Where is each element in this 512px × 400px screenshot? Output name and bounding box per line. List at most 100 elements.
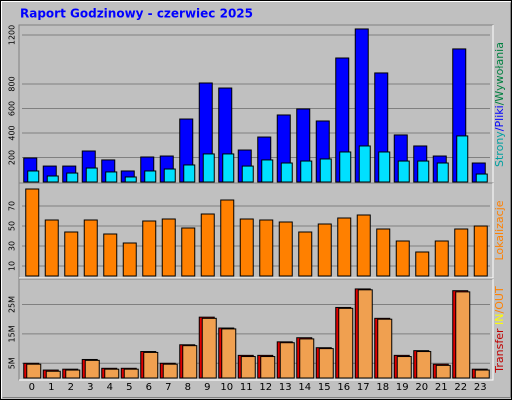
x-tick-label: 20 [415, 382, 428, 393]
bar [357, 289, 373, 379]
bar [26, 363, 42, 379]
y-tick-label: 200 [8, 150, 17, 165]
bar [200, 213, 215, 277]
bar [454, 228, 469, 277]
bar [318, 348, 334, 379]
bar [202, 153, 215, 183]
bar [473, 225, 488, 277]
bar [298, 231, 313, 277]
bar [83, 219, 98, 277]
bar [142, 220, 157, 277]
x-tick-label: 16 [337, 382, 350, 393]
x-tick-label: 7 [165, 382, 171, 393]
bar [66, 172, 79, 183]
y-tick-label: 800 [8, 76, 17, 91]
x-tick-label: 17 [357, 382, 370, 393]
bar [319, 158, 332, 183]
bar [25, 188, 40, 277]
x-tick-label: 11 [240, 382, 253, 393]
x-tick-label: 6 [146, 382, 152, 393]
x-tick-label: 2 [68, 382, 74, 393]
bar [417, 160, 430, 183]
y-tick-label: 15M [8, 325, 17, 342]
legend-entry: Lokalizacje [493, 200, 506, 260]
bar [103, 233, 118, 277]
x-tick-label: 0 [29, 382, 35, 393]
y-tick-label: 25M [8, 296, 17, 313]
bar [85, 167, 98, 183]
x-tick-label: 3 [87, 382, 93, 393]
bar [299, 338, 315, 379]
bar [435, 364, 451, 379]
panel-bevel [19, 183, 494, 279]
x-tick-label: 1 [48, 382, 54, 393]
bar [124, 176, 137, 183]
bar [279, 342, 295, 379]
legend-entry: Strony [493, 131, 506, 167]
x-tick-label: 23 [474, 382, 487, 393]
bar [143, 351, 159, 379]
bar [260, 356, 276, 379]
bar [337, 217, 352, 277]
x-tick-label: 19 [396, 382, 409, 393]
bar [317, 223, 332, 277]
legend-entry: /Pliki [493, 105, 506, 131]
x-tick-label: 14 [298, 382, 311, 393]
y-tick-label: 10 [8, 261, 17, 271]
y-tick-label: 50 [8, 221, 17, 231]
y-tick-label: 5M [8, 357, 17, 369]
bar [475, 173, 488, 183]
bar [396, 356, 412, 379]
bar [456, 135, 469, 183]
bar [46, 175, 59, 183]
bar [122, 242, 137, 277]
bar [397, 160, 410, 183]
bar [358, 145, 371, 183]
bar [338, 307, 354, 379]
bar [105, 171, 118, 183]
bar [415, 251, 430, 277]
bar [144, 170, 157, 183]
bar [434, 240, 449, 277]
x-tick-label: 15 [318, 382, 331, 393]
bar [123, 368, 139, 379]
bar [455, 291, 471, 379]
bar [181, 227, 196, 277]
bar [300, 160, 313, 183]
legend-entry: /OUT [493, 286, 506, 313]
x-tick-label: 21 [435, 382, 448, 393]
bar [280, 162, 293, 183]
bar [240, 356, 256, 379]
x-tick-label: 10 [220, 382, 233, 393]
bar [163, 168, 176, 183]
x-tick-label: 9 [204, 382, 210, 393]
legend-entry: IN [493, 313, 506, 328]
panel-bevel [19, 279, 494, 381]
bar [64, 231, 79, 277]
x-tick-label: 12 [259, 382, 272, 393]
bar [339, 151, 352, 183]
bar [222, 153, 235, 183]
bar [182, 345, 198, 379]
bar [220, 199, 235, 277]
bar [416, 351, 432, 379]
bar [84, 359, 100, 379]
bar [104, 368, 120, 379]
chart-title: Raport Godzinowy - czerwiec 2025 [20, 7, 253, 21]
bar [162, 363, 178, 379]
y-tick-label: 600 [8, 101, 17, 116]
bar [377, 318, 393, 379]
bar [44, 219, 59, 277]
bar [239, 218, 254, 277]
bar [241, 165, 254, 183]
bar [259, 219, 274, 277]
bar [378, 151, 391, 183]
legend: Lokalizacje [493, 200, 506, 260]
x-tick-label: 22 [454, 382, 467, 393]
y-tick-label: 400 [8, 125, 17, 140]
bar [436, 162, 449, 183]
bar [278, 221, 293, 277]
bar [221, 328, 237, 379]
